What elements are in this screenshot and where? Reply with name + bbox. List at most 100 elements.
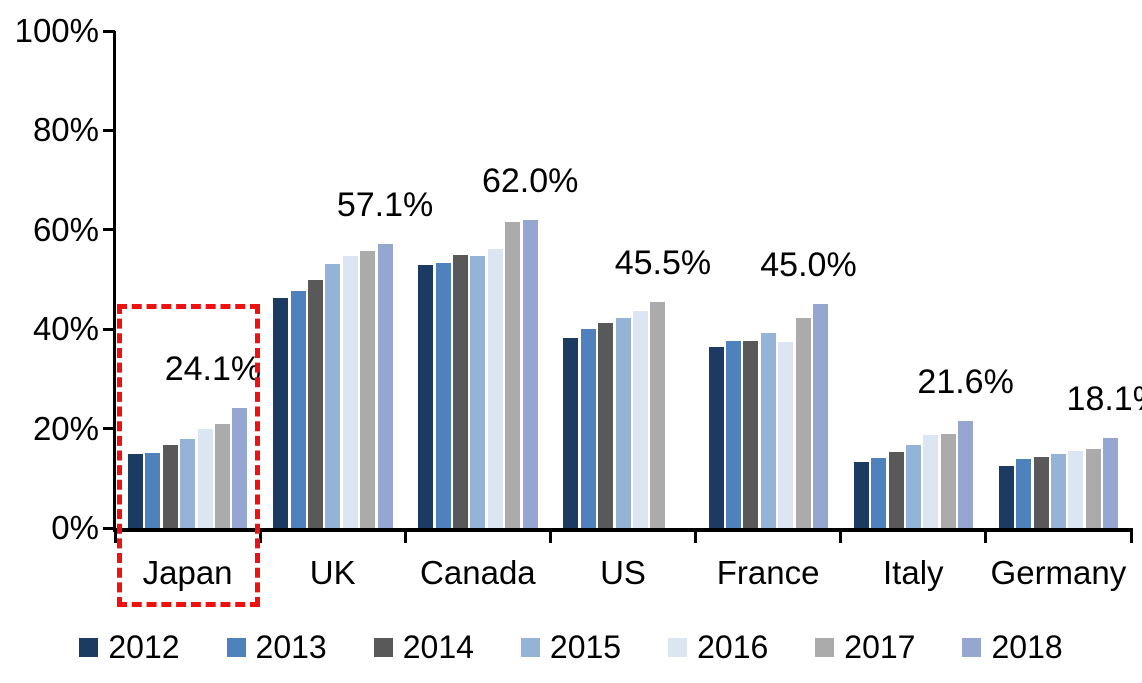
x-axis-tick [839,528,843,543]
bar-italy-2012 [853,462,869,528]
legend-swatch-2012 [79,637,99,657]
legend-label-2012: 2012 [108,629,180,665]
bar-uk-2014 [307,279,323,528]
legend-label-2014: 2014 [402,629,474,665]
legend-item-2014: 2014 [373,629,474,665]
bar-france-2012 [708,346,724,528]
legend-label-2018: 2018 [991,629,1063,665]
bar-germany-2012 [998,465,1014,528]
data-label-japan: 24.1% [164,350,262,389]
data-label-uk: 57.1% [336,186,434,225]
bar-canada-2014 [453,255,469,528]
legend-label-2015: 2015 [549,629,622,665]
legend-item-2013: 2013 [226,629,327,665]
legend-swatch-2018 [962,637,982,657]
bar-germany-2015 [1051,454,1067,528]
legend-item-2016: 2016 [668,630,768,664]
bar-japan-2014 [162,445,178,528]
bar-us-2014 [598,323,614,528]
bar-japan-2018 [232,408,248,528]
category-label-italy: Italy [883,554,944,591]
bar-italy-2016 [923,435,939,528]
legend-swatch-2016 [668,637,688,657]
y-axis-tick [103,128,115,132]
y-axis-tick [103,327,115,331]
legend-item-2017: 2017 [815,630,915,664]
bar-canada-2012 [418,264,434,528]
x-axis-tick [403,528,407,543]
legend-item-2015: 2015 [520,629,622,665]
y-axis-tick [103,427,115,431]
bar-italy-2015 [905,444,921,528]
legend-label-2013: 2013 [255,629,327,665]
bar-canada-2015 [470,256,486,528]
bar-germany-2016 [1068,451,1084,528]
legend: 2012 2013 2014 2015 2016 2017 2018 [0,630,1142,664]
bar-canada-2016 [487,248,503,528]
category-label-japan: Japan [142,554,233,591]
y-axis-tick [103,29,115,33]
highlight-box-japan [117,304,260,607]
bar-france-2017 [795,317,811,528]
legend-label-2016: 2016 [697,629,769,665]
y-axis-label: 40% [32,310,99,348]
legend-item-2012: 2012 [79,629,180,665]
x-axis-tick [548,528,552,543]
bar-france-2016 [778,342,794,528]
bar-japan-2017 [215,423,230,528]
legend-swatch-2017 [815,637,835,657]
bar-germany-2018 [1103,438,1119,528]
y-axis-tick [103,526,115,530]
bar-italy-2013 [871,458,887,528]
bar-uk-2015 [325,264,341,528]
x-axis-tick [984,528,988,543]
bar-france-2018 [812,304,828,528]
bar-germany-2013 [1016,458,1032,528]
x-axis-line [113,528,1133,532]
bar-uk-2012 [273,297,289,528]
bar-us-2013 [580,328,596,528]
bar-japan-2013 [145,453,161,528]
bar-canada-2013 [435,263,451,528]
bar-canada-2018 [522,219,538,528]
x-axis-tick [694,528,698,543]
category-label-uk: UK [309,554,356,591]
bar-uk-2013 [290,290,306,528]
y-axis-label: 0% [51,509,99,546]
data-label-france: 45.0% [760,246,857,285]
legend-swatch-2013 [226,637,246,657]
legend-item-2018: 2018 [962,629,1063,665]
bar-uk-2017 [360,250,376,528]
bar-us-2015 [615,318,631,528]
y-axis-tick [103,228,115,232]
x-axis-tick [1129,528,1133,543]
y-axis-label: 20% [32,409,99,447]
legend-swatch-2014 [373,637,393,657]
bar-italy-2017 [940,433,956,528]
legend-label-2017: 2017 [844,629,916,665]
category-label-canada: Canada [420,554,536,591]
legend-swatch-2015 [520,637,540,657]
bar-france-2014 [743,340,759,528]
y-axis-label: 80% [32,111,99,149]
category-label-germany: Germany [990,554,1127,591]
x-axis-tick [113,528,117,543]
y-axis-line [113,31,116,531]
data-label-us: 45.5% [614,243,712,282]
bar-us-2012 [563,337,579,528]
category-label-us: US [600,554,646,591]
bar-us-2017 [650,301,666,528]
bar-germany-2014 [1033,456,1049,528]
bar-germany-2017 [1085,448,1101,528]
bar-france-2013 [725,340,741,528]
bar-japan-2015 [180,438,196,528]
data-label-canada: 62.0% [481,161,579,200]
bar-uk-2016 [342,256,358,528]
bar-italy-2014 [888,452,904,528]
x-axis-tick [258,528,262,543]
bar-france-2015 [760,333,776,528]
bar-japan-2012 [128,454,143,528]
bar-italy-2018 [958,420,974,528]
y-axis-label: 60% [32,210,99,248]
